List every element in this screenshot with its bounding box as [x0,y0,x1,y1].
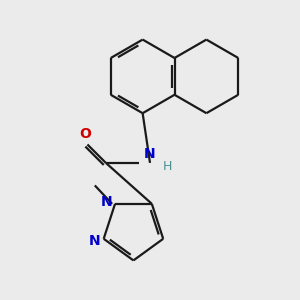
Text: N: N [100,195,112,209]
Text: O: O [80,127,92,141]
Text: H: H [163,160,172,173]
Text: N: N [88,234,100,248]
Text: N: N [144,147,156,161]
